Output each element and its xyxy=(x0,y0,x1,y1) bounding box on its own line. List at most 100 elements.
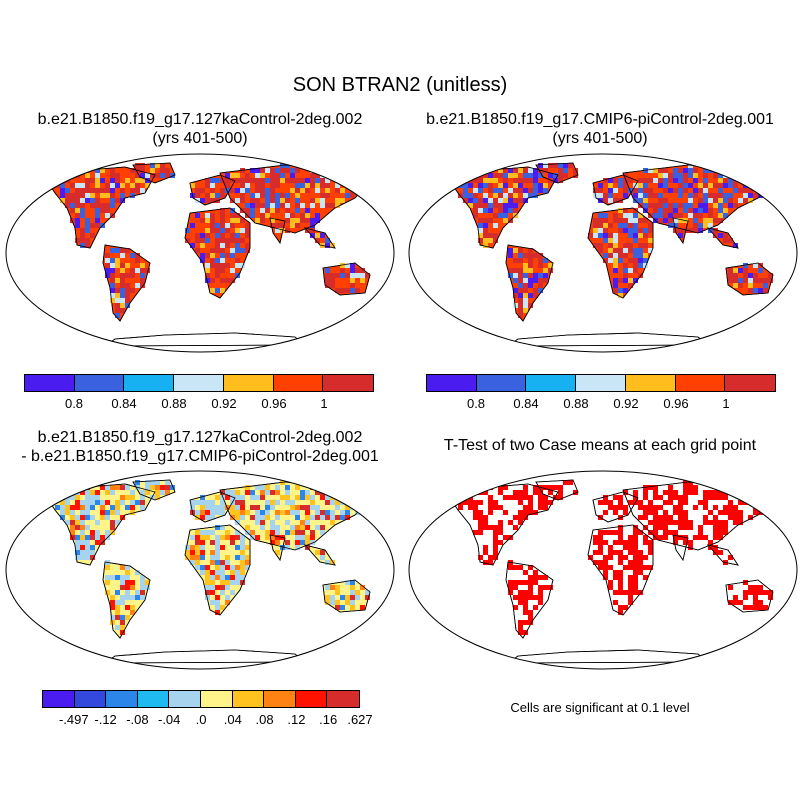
grid-cell xyxy=(205,575,210,580)
grid-cell xyxy=(713,228,718,233)
grid-cell xyxy=(668,178,673,183)
grid-cell xyxy=(753,605,758,610)
grid-cell xyxy=(290,188,295,193)
grid-cell xyxy=(300,188,305,193)
grid-cell xyxy=(70,530,75,535)
grid-cell xyxy=(330,595,335,600)
grid-cell xyxy=(165,173,170,178)
grid-cell xyxy=(75,203,80,208)
grid-cell xyxy=(75,198,80,203)
grid-cell xyxy=(738,283,743,288)
grid-cell xyxy=(345,273,350,278)
grid-cell xyxy=(663,535,668,540)
grid-cell xyxy=(105,263,110,268)
grid-cell xyxy=(608,223,613,228)
grid-cell xyxy=(205,535,210,540)
grid-cell xyxy=(100,208,105,213)
grid-cell xyxy=(80,530,85,535)
grid-cell xyxy=(743,590,748,595)
grid-cell xyxy=(643,198,648,203)
grid-cell xyxy=(85,510,90,515)
grid-cell xyxy=(85,228,90,233)
grid-cell xyxy=(295,208,300,213)
grid-cell xyxy=(245,485,250,490)
grid-cell xyxy=(95,540,100,545)
grid-cell xyxy=(508,203,513,208)
grid-cell xyxy=(458,505,463,510)
grid-cell xyxy=(60,490,65,495)
grid-cell xyxy=(723,530,728,535)
grid-cell xyxy=(305,490,310,495)
grid-cell xyxy=(623,213,628,218)
grid-cell xyxy=(115,625,120,630)
grid-cell xyxy=(598,223,603,228)
grid-cell xyxy=(523,595,528,600)
grid-cell xyxy=(130,253,135,258)
grid-cell xyxy=(100,485,105,490)
grid-cell xyxy=(718,530,723,535)
grid-cell xyxy=(130,610,135,615)
grid-cell xyxy=(598,565,603,570)
grid-cell xyxy=(503,173,508,178)
grid-cell xyxy=(718,510,723,515)
grid-cell xyxy=(70,520,75,525)
grid-cell xyxy=(235,243,240,248)
grid-cell xyxy=(340,605,345,610)
grid-cell xyxy=(648,500,653,505)
grid-cell xyxy=(350,173,355,178)
grid-cell xyxy=(145,480,150,485)
grid-cell xyxy=(145,178,150,183)
colorbar-swatch xyxy=(124,375,175,391)
grid-cell xyxy=(528,510,533,515)
grid-cell xyxy=(718,218,723,223)
grid-cell xyxy=(315,510,320,515)
coastline-europe xyxy=(592,174,639,206)
grid-cell xyxy=(215,268,220,273)
grid-cell xyxy=(523,278,528,283)
grid-cell xyxy=(538,495,543,500)
grid-cell xyxy=(513,288,518,293)
grid-cell xyxy=(230,580,235,585)
grid-cell xyxy=(80,213,85,218)
grid-cell xyxy=(518,288,523,293)
grid-cell xyxy=(758,600,763,605)
grid-cell xyxy=(120,298,125,303)
grid-cell xyxy=(688,545,693,550)
grid-cell xyxy=(523,620,528,625)
grid-cell xyxy=(275,168,280,173)
grid-cell xyxy=(210,530,215,535)
grid-cell xyxy=(598,540,603,545)
grid-cell xyxy=(290,510,295,515)
grid-cell xyxy=(483,203,488,208)
grid-cell xyxy=(623,253,628,258)
grid-cell xyxy=(210,253,215,258)
grid-cell xyxy=(603,510,608,515)
grid-cell xyxy=(523,263,528,268)
grid-cell xyxy=(115,590,120,595)
grid-cell xyxy=(693,505,698,510)
grid-cell xyxy=(235,178,240,183)
grid-cell xyxy=(553,163,558,168)
grid-cell xyxy=(638,243,643,248)
grid-cell xyxy=(703,495,708,500)
grid-cell xyxy=(115,248,120,253)
grid-cell xyxy=(528,283,533,288)
grid-cell xyxy=(335,600,340,605)
grid-cell xyxy=(693,223,698,228)
grid-cell xyxy=(120,485,125,490)
colorbar-swatches xyxy=(42,690,360,708)
grid-cell xyxy=(528,500,533,505)
grid-cell xyxy=(210,590,215,595)
grid-cell xyxy=(200,495,205,500)
grid-cell xyxy=(623,193,628,198)
grid-cell xyxy=(508,520,513,525)
grid-cell xyxy=(345,288,350,293)
grid-cell xyxy=(85,550,90,555)
grid-cell xyxy=(310,218,315,223)
grid-cell xyxy=(130,580,135,585)
grid-cell xyxy=(513,258,518,263)
grid-cell xyxy=(523,288,528,293)
grid-cell xyxy=(60,193,65,198)
grid-cell xyxy=(285,203,290,208)
grid-cell xyxy=(693,213,698,218)
